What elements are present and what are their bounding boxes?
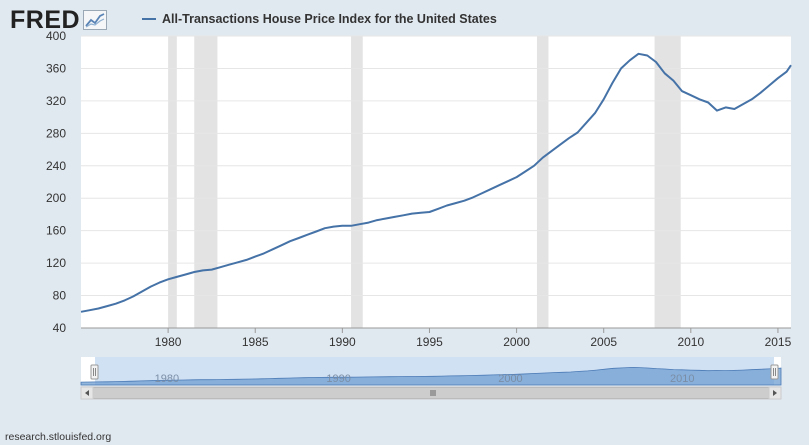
y-tick-label: 80 <box>53 289 67 303</box>
x-tick-label: 2000 <box>503 335 530 349</box>
y-tick-label: 160 <box>46 224 66 238</box>
recession-band <box>194 36 218 328</box>
chart-legend[interactable]: All-Transactions House Price Index for t… <box>142 10 497 28</box>
series-line <box>80 52 792 313</box>
navigator-tick-label: 1980 <box>155 373 179 385</box>
x-tick-label: 1980 <box>155 335 182 349</box>
navigator-tick-label: 2010 <box>670 373 694 385</box>
source-footer[interactable]: research.stlouisfed.org <box>5 431 112 443</box>
navigator-tick-label: 2000 <box>498 373 522 385</box>
x-tick-label: 2005 <box>590 335 617 349</box>
recession-band <box>654 36 681 328</box>
x-tick-label: 1985 <box>242 335 269 349</box>
y-tick-label: 320 <box>46 94 66 108</box>
trend-graph-icon <box>83 10 108 30</box>
arrow-right-icon <box>773 390 777 396</box>
x-tick-label: 1995 <box>416 335 443 349</box>
y-axis: 40 80 120 160 200 240 280 320 360 400 <box>46 29 66 335</box>
scroll-left-button[interactable] <box>80 386 94 400</box>
fred-logo[interactable]: FRED <box>10 5 108 34</box>
navigator-left-handle[interactable] <box>90 364 99 380</box>
fred-logo-text: FRED <box>10 5 81 34</box>
x-tick-label: 2010 <box>677 335 704 349</box>
plot-area <box>81 36 791 328</box>
navigator-series-area <box>80 367 782 386</box>
recession-band <box>536 36 549 328</box>
y-tick-label: 240 <box>46 159 66 173</box>
y-tick-label: 200 <box>46 191 66 205</box>
x-axis: 1980 1985 1990 1995 2000 2005 2010 2015 <box>81 327 792 349</box>
arrow-left-icon <box>85 390 89 396</box>
legend-label: All-Transactions House Price Index for t… <box>162 12 497 26</box>
y-tick-label: 360 <box>46 61 66 75</box>
recession-band <box>168 36 177 328</box>
grip-handle-icon <box>430 390 436 396</box>
range-navigator[interactable]: 1980 1990 2000 2010 <box>80 357 782 386</box>
legend-swatch <box>142 18 156 20</box>
x-tick-label: 2015 <box>765 335 792 349</box>
scrollbar[interactable] <box>80 386 782 400</box>
x-tick-label: 1990 <box>329 335 356 349</box>
y-tick-label: 120 <box>46 256 66 270</box>
navigator-ticks: 1980 1990 2000 2010 <box>155 373 695 385</box>
scroll-right-button[interactable] <box>768 386 782 400</box>
series-layer <box>80 52 792 313</box>
y-tick-label: 40 <box>53 321 67 335</box>
y-tick-label: 400 <box>46 29 66 43</box>
y-tick-label: 280 <box>46 126 66 140</box>
recession-band <box>351 36 363 328</box>
navigator-right-handle[interactable] <box>770 364 779 380</box>
navigator-tick-label: 1990 <box>326 373 350 385</box>
